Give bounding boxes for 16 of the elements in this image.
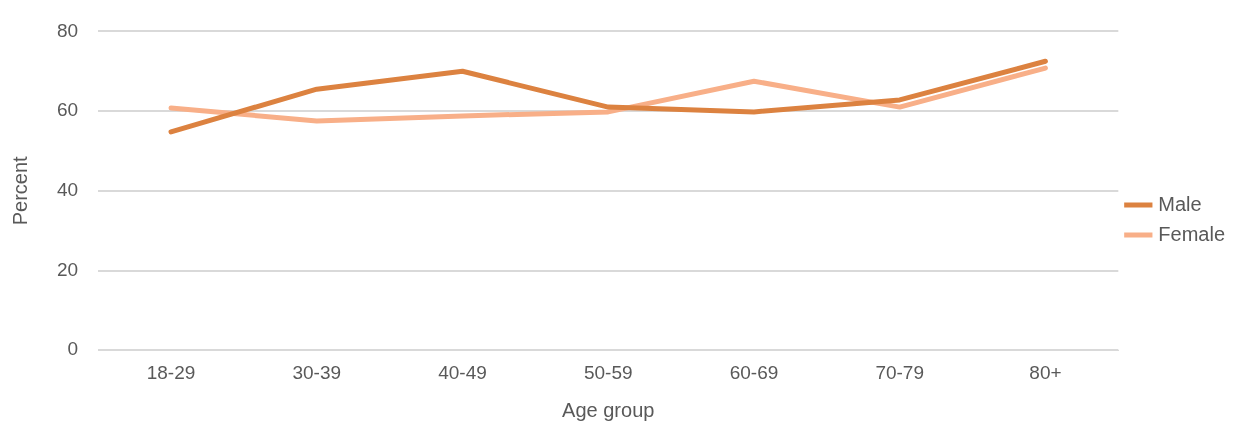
x-tick-label: 40-49: [438, 361, 487, 383]
x-tick-label: 80+: [1029, 361, 1062, 383]
y-tick-label: 40: [56, 179, 79, 201]
y-axis-title: Percent: [8, 155, 31, 226]
y-tick-label: 80: [56, 19, 79, 41]
x-tick-label: 50-59: [583, 361, 633, 383]
y-tick-label: 20: [56, 258, 79, 280]
x-tick-label: 60-69: [729, 361, 779, 383]
legend-label: Female: [1158, 222, 1226, 245]
x-tick-label: 30-39: [292, 361, 342, 383]
y-tick-label: 0: [67, 338, 79, 360]
x-tick-label: 70-79: [875, 361, 925, 383]
legend-label: Male: [1158, 192, 1202, 215]
x-axis-title: Age group: [562, 398, 655, 421]
x-tick-label: 18-29: [146, 361, 196, 383]
y-tick-label: 60: [56, 99, 79, 121]
